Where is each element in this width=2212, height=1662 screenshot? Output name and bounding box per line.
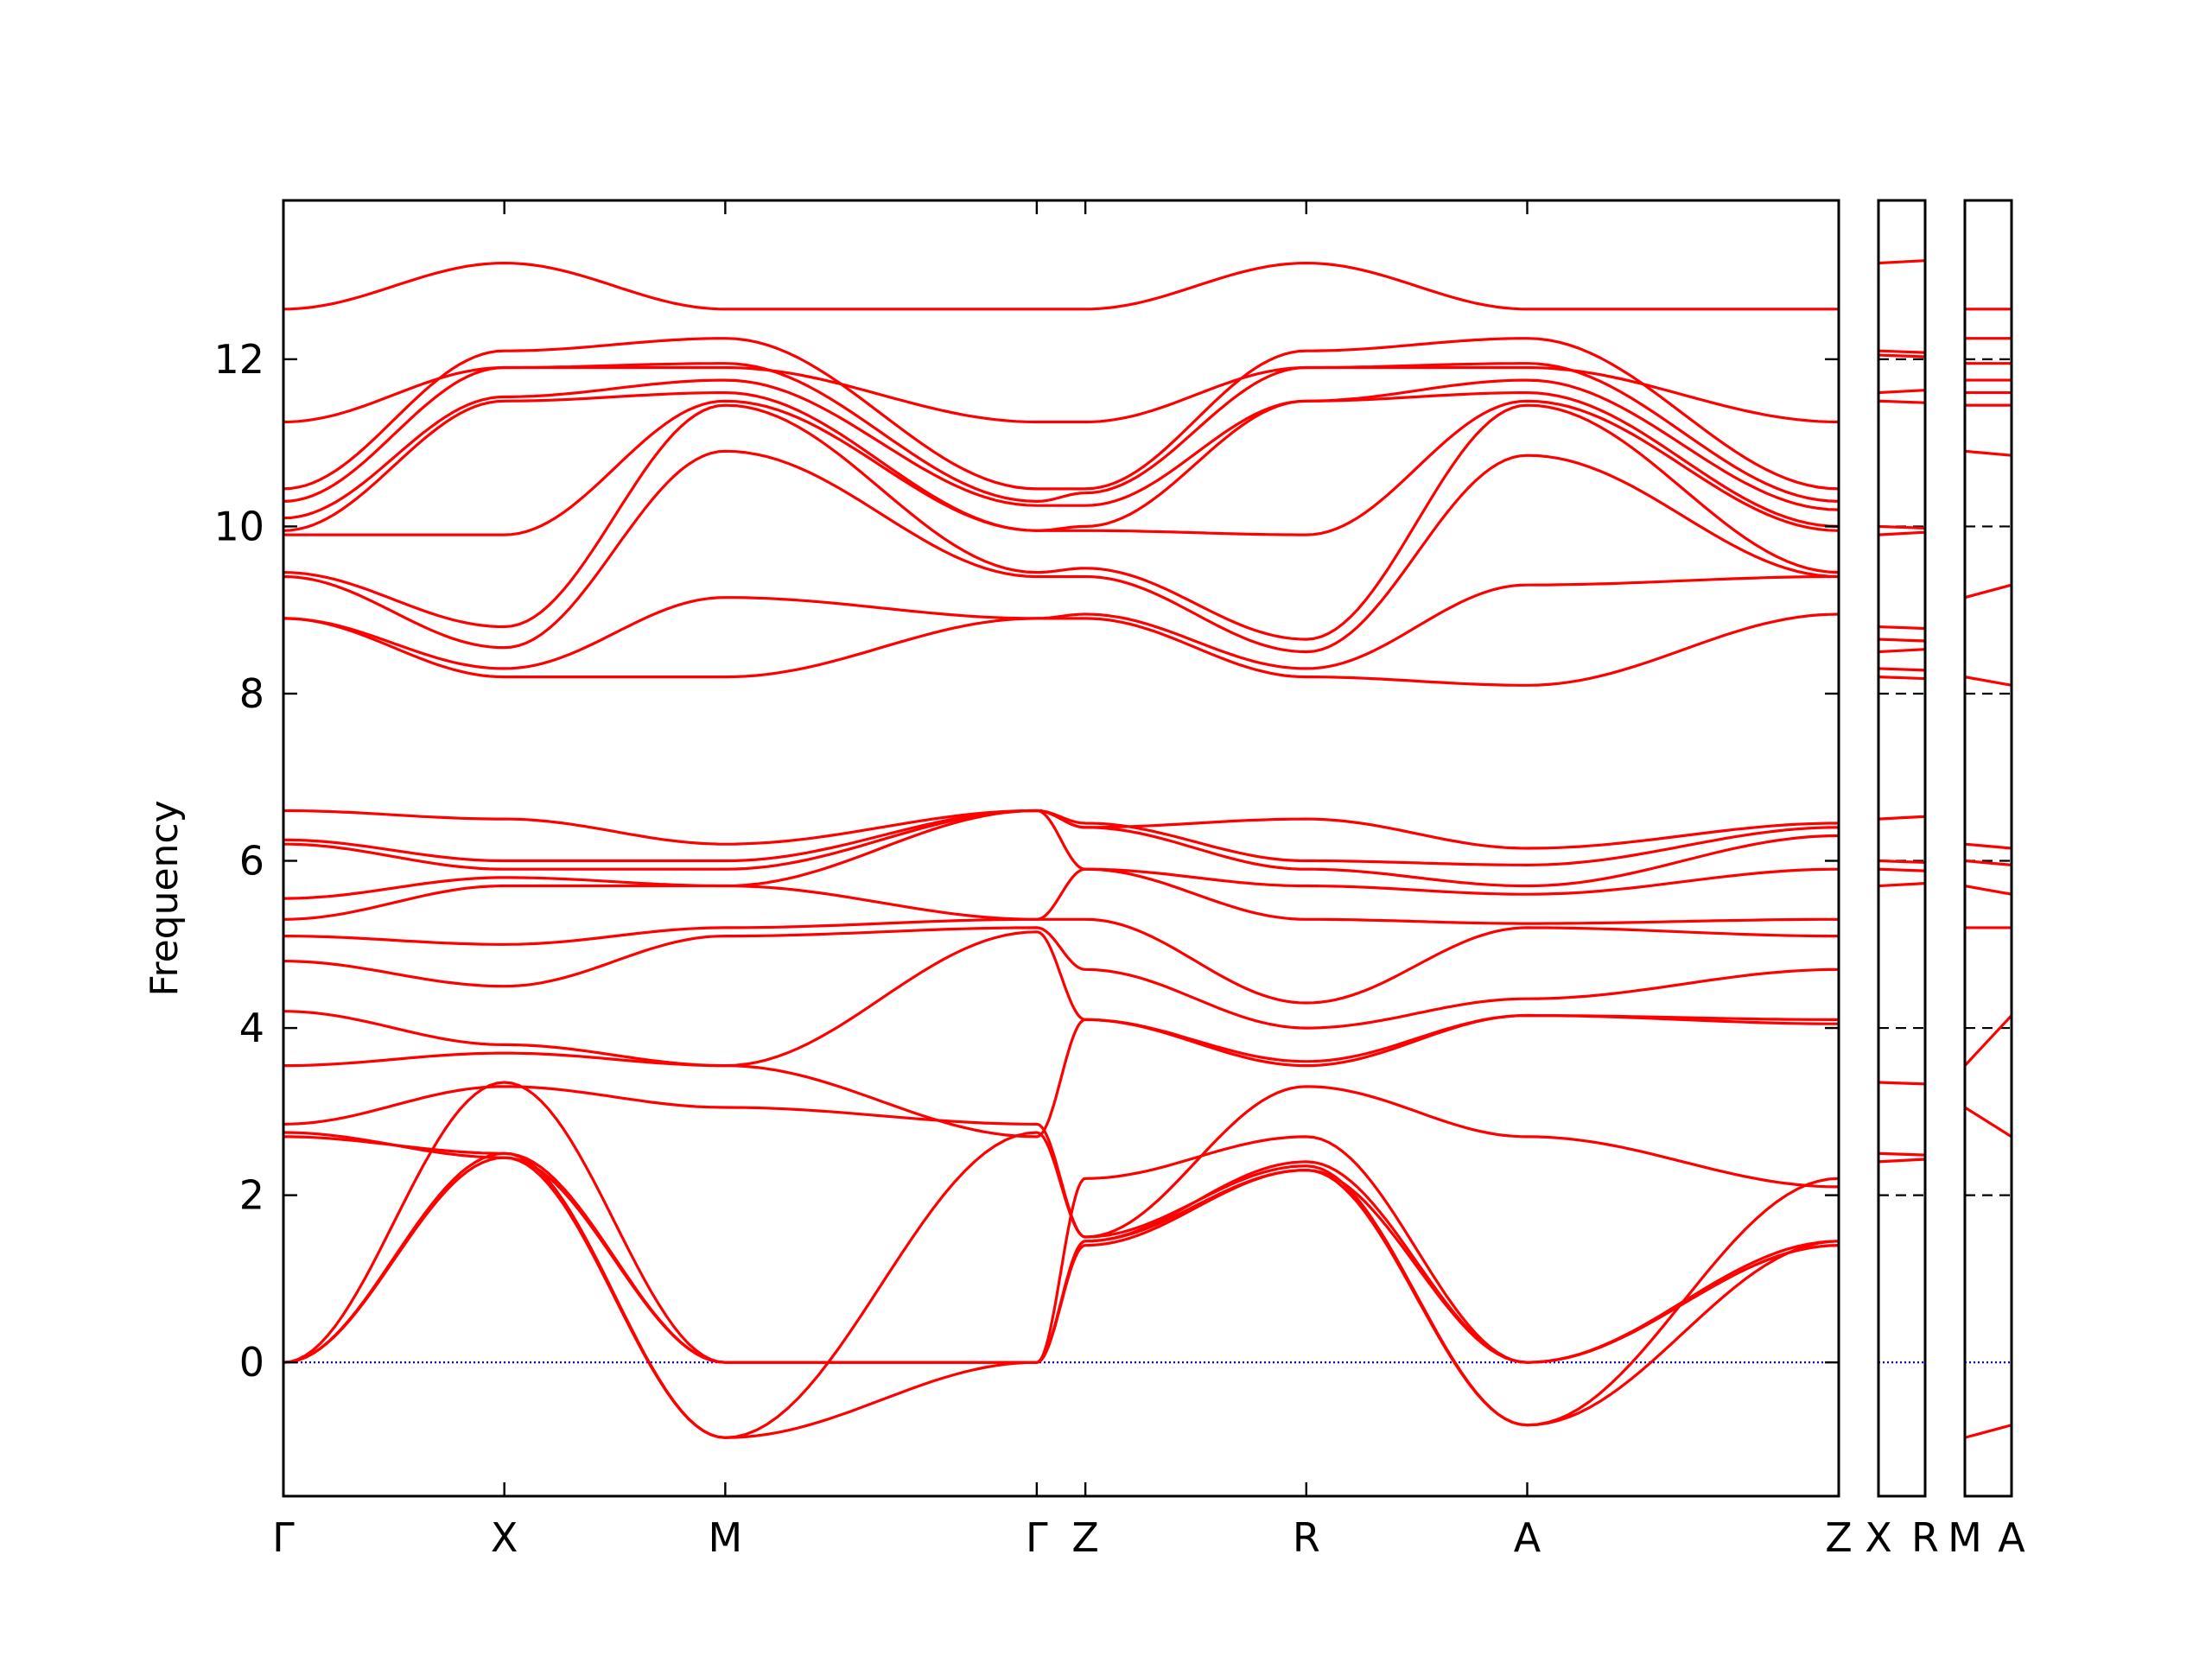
phonon-band-3	[283, 1081, 1840, 1364]
xr-band-8	[1878, 625, 1926, 631]
bands-layer	[283, 259, 2013, 1439]
x-tick-label: M	[709, 1514, 743, 1561]
y-axis-label: Frequency	[143, 800, 187, 996]
y-tick-label: 0	[239, 1339, 264, 1386]
phonon-band-12	[283, 809, 1840, 900]
ma-band-15	[1964, 1106, 2012, 1139]
ma-band-16	[1964, 1424, 2012, 1439]
ma-band-11	[1964, 859, 2012, 866]
phonon-band-21	[283, 391, 1840, 532]
phonon-band-13	[283, 809, 1840, 888]
phonon-band-19	[283, 403, 1840, 641]
xr-tick-label: X	[1865, 1514, 1892, 1561]
main-panel-frame	[282, 199, 1840, 1498]
xr-panel-frame	[1877, 199, 1927, 1498]
phonon-band-10	[283, 917, 1839, 1005]
phonon-band-26	[283, 262, 1839, 311]
phonon-band-16	[283, 612, 1840, 687]
ticks-layer	[282, 200, 1840, 1496]
xr-band-17	[1878, 1081, 1926, 1086]
xr-band-5	[1878, 399, 1926, 404]
phonon-band-6	[283, 1085, 1840, 1239]
phonon-band-15	[283, 809, 1839, 850]
x-tick-label: Γ	[272, 1514, 295, 1561]
xr-band-6	[1878, 524, 1926, 530]
x-tick-label: X	[491, 1514, 518, 1561]
phonon-band-25	[283, 365, 1840, 424]
xr-band-12	[1878, 676, 1926, 681]
x-tick-label: Z	[1825, 1514, 1853, 1561]
xr-band-19	[1878, 1158, 1926, 1164]
ma-band-8	[1964, 583, 2012, 599]
y-tick-label: 2	[239, 1172, 264, 1219]
y-tick-label: 8	[239, 670, 264, 717]
xr-band-18	[1878, 1151, 1926, 1157]
y-tick-label: 10	[213, 503, 264, 549]
y-tick-label: 6	[239, 838, 264, 885]
ma-band-12	[1964, 884, 2012, 896]
ma-panel-frame	[1963, 199, 2013, 1498]
x-tick-label: Z	[1071, 1514, 1099, 1561]
phonon-band-8	[283, 930, 1839, 1068]
ma-tick-label: M	[1948, 1514, 1982, 1561]
xr-band-1	[1878, 259, 1926, 265]
phonon-band-17	[283, 574, 1839, 670]
phonon-band-11	[283, 867, 1839, 925]
x-tick-label: A	[1514, 1514, 1541, 1561]
phonon-band-7	[283, 1013, 1839, 1139]
xr-band-9	[1878, 638, 1926, 643]
phonon-band-23	[283, 362, 1840, 503]
ma-band-14	[1963, 1014, 2013, 1067]
y-tick-label: 4	[239, 1005, 264, 1051]
xr-band-11	[1878, 667, 1926, 672]
xr-band-14	[1878, 859, 1926, 865]
xr-band-10	[1878, 648, 1926, 654]
xr-band-2	[1878, 349, 1926, 354]
phonon-band-18	[283, 449, 1840, 654]
phonon-band-22	[283, 378, 1840, 520]
y-tick-label: 12	[213, 336, 264, 383]
ma-band-9	[1964, 676, 2012, 687]
xr-band-16	[1878, 882, 1926, 888]
xr-band-4	[1878, 389, 1926, 395]
xr-band-15	[1878, 867, 1926, 872]
x-tick-label: Γ	[1026, 1514, 1048, 1561]
xr-tick-label: R	[1911, 1514, 1939, 1561]
ma-tick-label: A	[1998, 1514, 2025, 1561]
frames-layer	[282, 199, 2013, 1498]
ma-band-7	[1964, 449, 2012, 457]
ma-band-10	[1964, 842, 2012, 850]
phonon-band-24	[283, 337, 1840, 491]
phonon-band-14	[283, 809, 1840, 866]
phonon-band-20	[283, 399, 1840, 536]
xr-band-7	[1878, 530, 1926, 536]
x-tick-label: R	[1293, 1514, 1320, 1561]
phonon-band-9	[283, 926, 1840, 1030]
xr-band-3	[1878, 353, 1926, 358]
xr-band-13	[1878, 815, 1926, 821]
